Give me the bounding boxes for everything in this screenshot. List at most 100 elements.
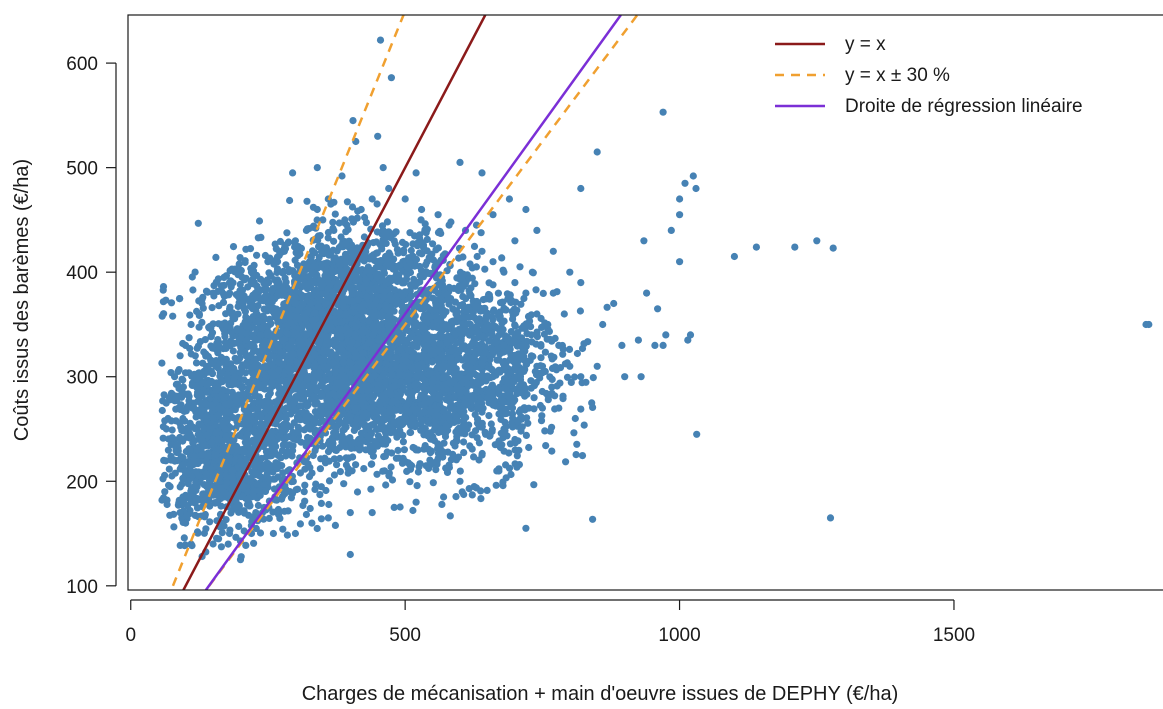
scatter-point [423, 356, 431, 364]
scatter-point [361, 213, 369, 222]
scatter-point [577, 405, 585, 413]
scatter-point [542, 442, 550, 450]
scatter-point [265, 398, 273, 406]
scatter-point [368, 285, 376, 293]
scatter-point [280, 420, 288, 429]
scatter-point [459, 293, 467, 301]
scatter-point [291, 256, 299, 264]
scatter-point [296, 416, 304, 424]
scatter-point [406, 478, 414, 486]
scatter-point [264, 464, 272, 472]
scatter-point [208, 304, 216, 312]
scatter-point [235, 522, 243, 531]
scatter-point [556, 364, 565, 372]
scatter-point [516, 406, 525, 414]
scatter-point [423, 331, 431, 339]
scatter-point [416, 234, 424, 243]
scatter-point [389, 315, 397, 323]
scatter-point [305, 473, 314, 481]
scatter-point [162, 296, 170, 304]
scatter-point [548, 447, 556, 455]
scatter-point [266, 385, 274, 393]
scatter-point [329, 439, 337, 447]
scatter-point [361, 421, 369, 429]
scatter-point [213, 498, 222, 506]
scatter-point [276, 514, 284, 523]
scatter-point [432, 458, 440, 466]
scatter-point [180, 534, 188, 542]
scatter-point [431, 422, 439, 430]
scatter-point [307, 253, 315, 261]
scatter-point [413, 279, 421, 288]
scatter-point [271, 475, 279, 483]
scatter-point [406, 465, 415, 473]
scatter-point [453, 274, 461, 282]
scatter-point [297, 438, 305, 446]
scatter-point [324, 228, 332, 237]
scatter-point [387, 391, 395, 399]
scatter-point [325, 500, 333, 509]
scatter-point [399, 454, 407, 462]
scatter-point [253, 480, 261, 488]
scatter-point [347, 247, 355, 255]
scatter-point [304, 382, 312, 390]
scatter-point [369, 331, 377, 339]
scatter-point [589, 374, 597, 382]
scatter-point [570, 429, 578, 437]
scatter-point [381, 378, 389, 386]
scatter-point [369, 239, 377, 247]
scatter-point [468, 491, 476, 499]
scatter-point [290, 406, 298, 415]
scatter-point [346, 284, 355, 292]
scatter-point [324, 363, 332, 371]
scatter-point [303, 197, 311, 205]
scatter-point [548, 375, 556, 383]
scatter-point [254, 501, 262, 510]
scatter-point [435, 281, 443, 289]
scatter-point [201, 336, 209, 344]
scatter-point [513, 452, 521, 460]
scatter-point [475, 439, 483, 447]
scatter-point [342, 454, 350, 462]
scatter-point [340, 438, 348, 446]
scatter-point [445, 463, 453, 472]
scatter-point [372, 297, 380, 305]
scatter-point [400, 277, 408, 285]
scatter-point [325, 477, 334, 485]
scatter-point [286, 196, 294, 205]
scatter-point [381, 452, 389, 460]
scatter-point [420, 445, 428, 453]
scatter-point [375, 366, 383, 374]
scatter-point [446, 512, 454, 520]
scatter-point [423, 418, 432, 426]
scatter-point [511, 446, 519, 454]
scatter-point [272, 245, 280, 253]
scatter-point [355, 446, 364, 454]
scatter-point [169, 312, 177, 320]
scatter-point [570, 373, 579, 381]
scatter-point [399, 420, 407, 428]
scatter-point [409, 506, 417, 515]
scatter-point [312, 418, 320, 426]
scatter-point [548, 423, 556, 431]
scatter-point [323, 385, 331, 393]
scatter-point [324, 448, 333, 456]
scatter-point [448, 455, 456, 463]
scatter-point [440, 439, 448, 447]
scatter-point [474, 415, 482, 423]
scatter-point [325, 457, 333, 465]
scatter-point [356, 267, 364, 275]
scatter-point [170, 523, 178, 531]
scatter-point [304, 400, 312, 408]
scatter-point [416, 460, 424, 468]
scatter-point [318, 260, 326, 268]
scatter-point [389, 274, 397, 282]
scatter-point [416, 272, 424, 280]
scatter-point [387, 296, 395, 304]
scatter-point [167, 299, 176, 307]
scatter-point [345, 358, 353, 366]
scatter-point [472, 263, 480, 271]
scatter-point [396, 503, 404, 511]
scatter-point [340, 425, 348, 433]
